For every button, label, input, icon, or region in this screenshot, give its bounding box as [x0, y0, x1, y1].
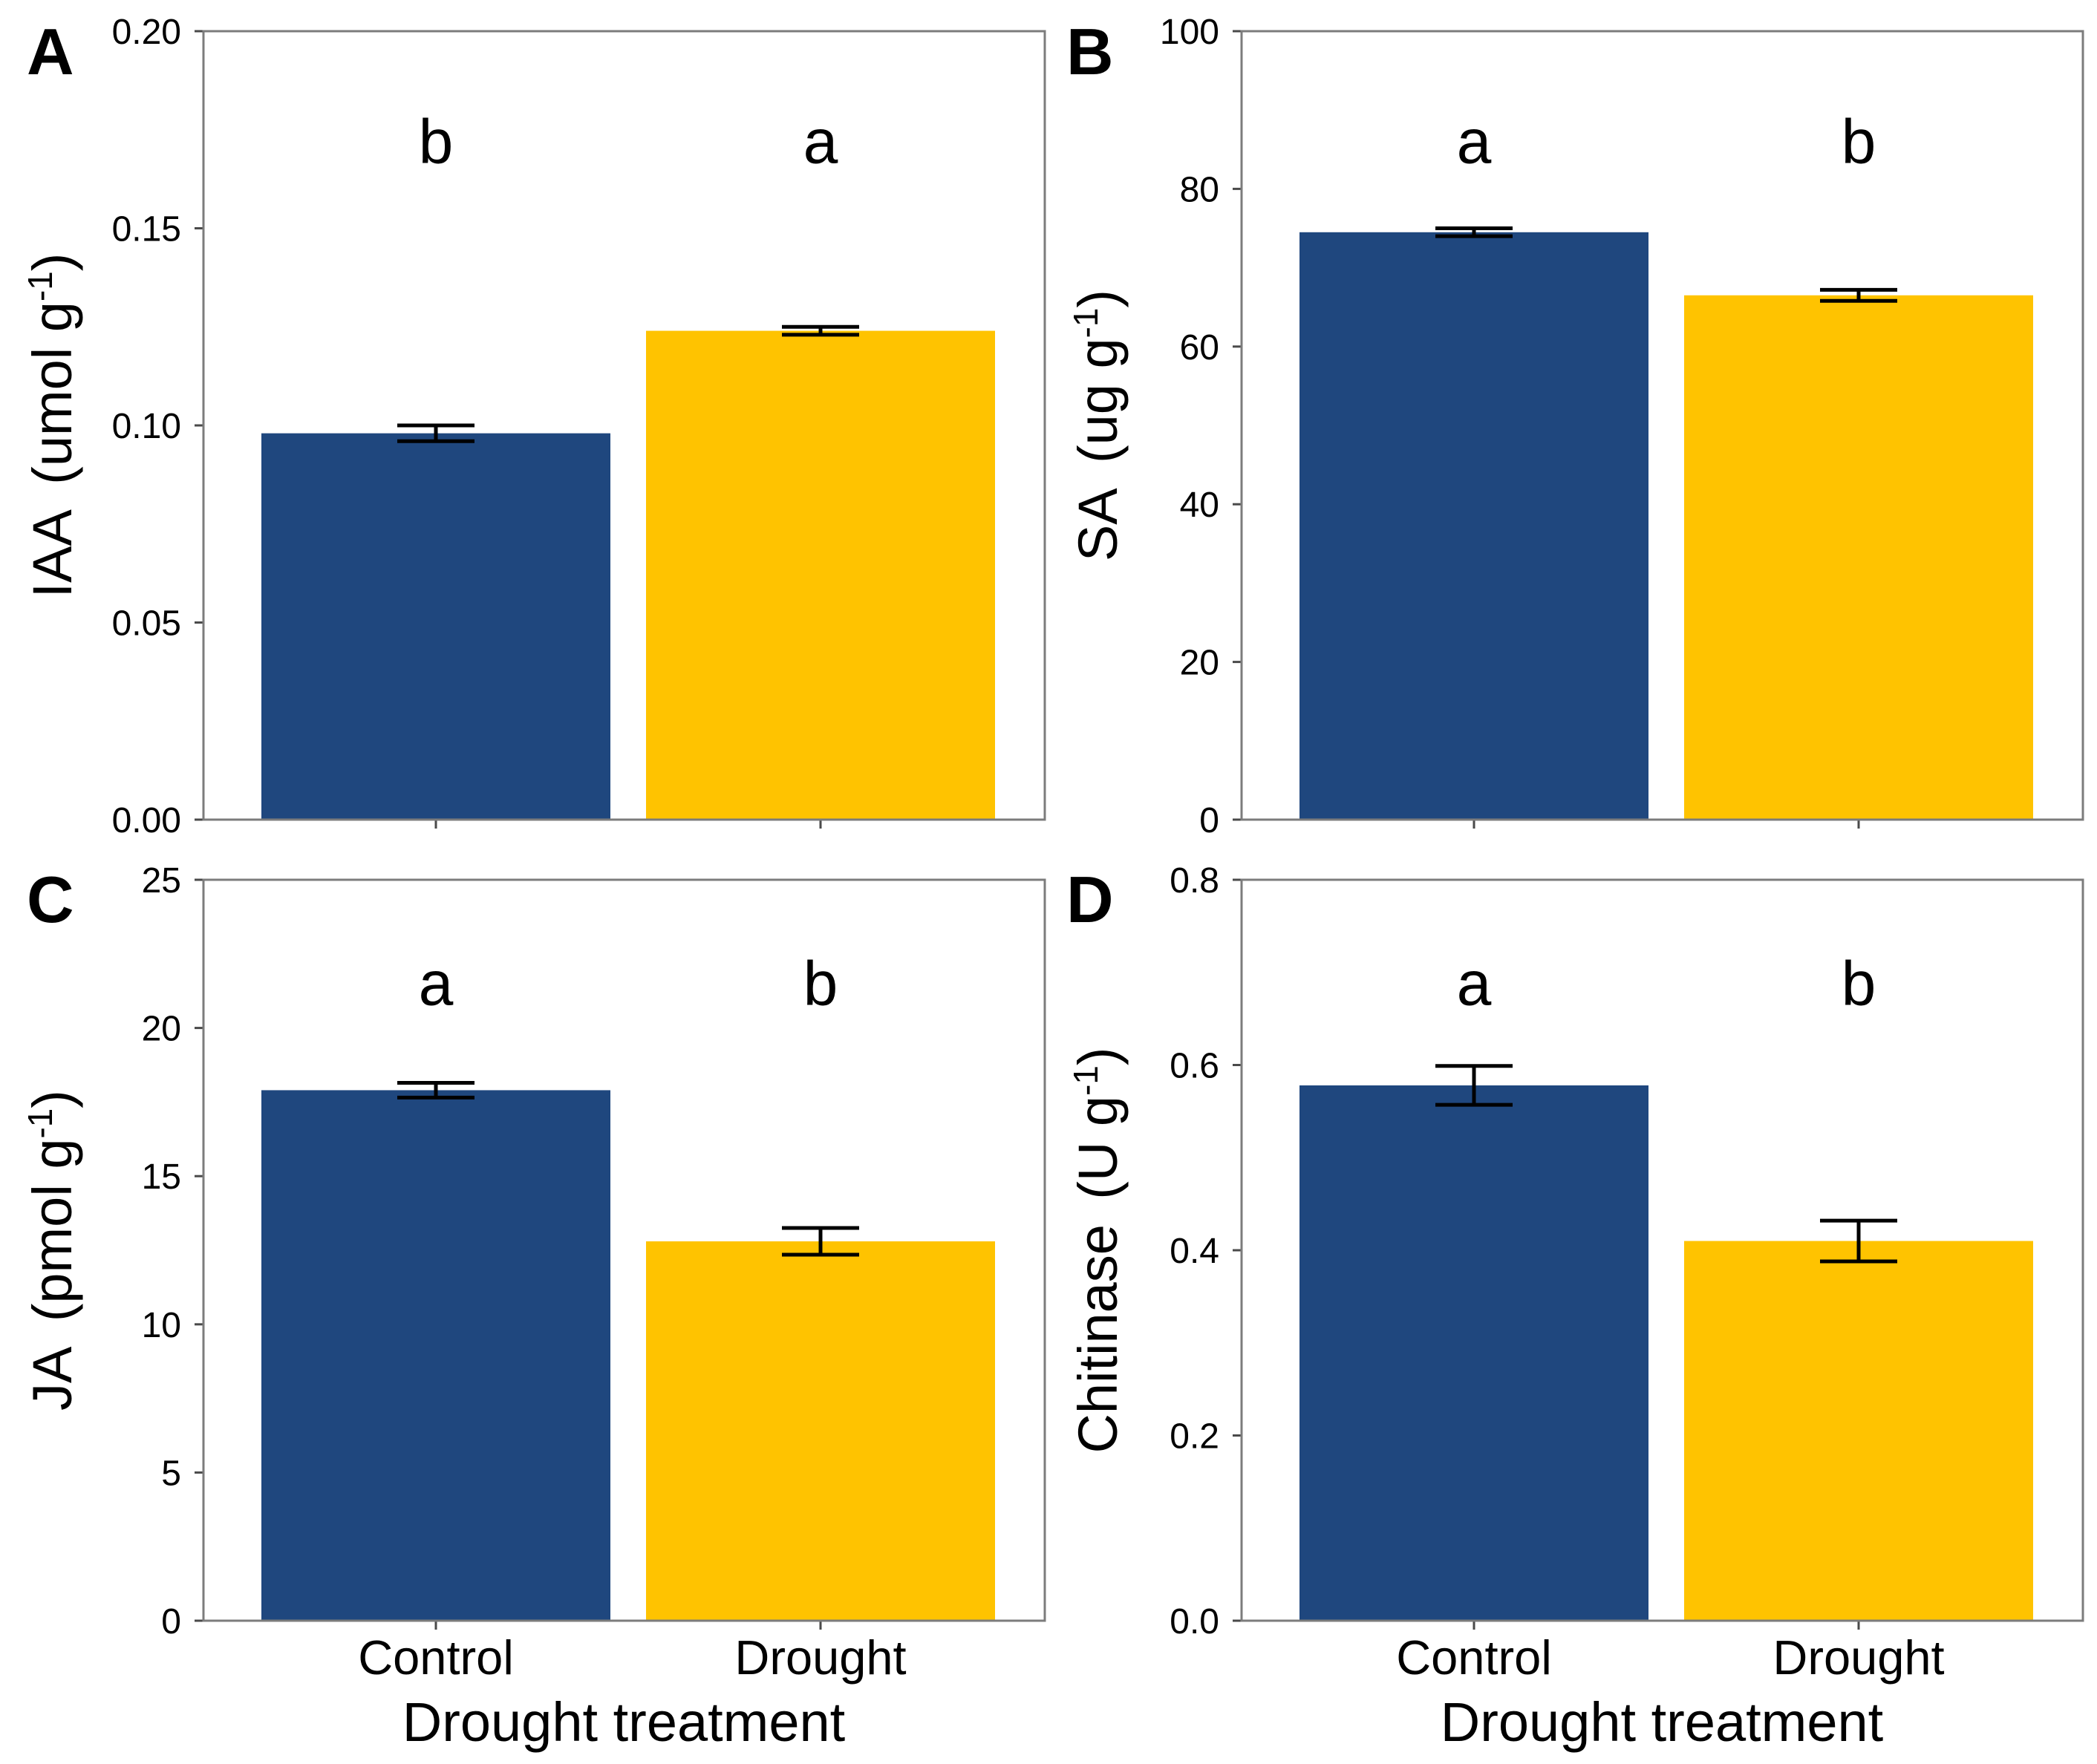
x-tick-label: Control	[358, 1630, 514, 1685]
y-tick-label: 40	[1180, 486, 1219, 525]
panel-letter-c: C	[27, 863, 74, 936]
y-tick-label: 0	[161, 1602, 181, 1642]
bar-drought	[1684, 295, 2033, 820]
significance-letter: a	[419, 949, 454, 1019]
x-tick-label: Drought	[1772, 1630, 1944, 1685]
y-tick-label: 0.15	[112, 210, 181, 249]
y-tick-label: 10	[142, 1306, 181, 1345]
y-tick-label: 0.8	[1170, 861, 1219, 901]
significance-letter: b	[803, 949, 838, 1019]
panel-letter-d: D	[1066, 863, 1114, 936]
x-tick-label: Drought	[734, 1630, 906, 1685]
y-tick-label: 15	[142, 1157, 181, 1197]
bar-control	[261, 1090, 610, 1621]
y-tick-label: 0.20	[112, 13, 181, 52]
y-tick-label: 5	[161, 1454, 181, 1493]
y-tick-label: 80	[1180, 170, 1219, 209]
y-tick-label: 20	[1180, 644, 1219, 683]
y-tick-label: 0.10	[112, 407, 181, 446]
plot-frame	[202, 30, 1046, 821]
y-tick-label: 100	[1160, 13, 1219, 52]
significance-letter: a	[803, 107, 838, 177]
significance-letter: b	[1842, 107, 1876, 177]
plot-area-sa: 0 20 40 60 80 100 a b	[1160, 13, 2084, 840]
x-tick-label: Control	[1396, 1630, 1552, 1685]
plot-frame	[1240, 878, 2084, 1622]
plot-frame	[202, 878, 1046, 1622]
bar-drought	[646, 1241, 995, 1621]
y-tick-label: 60	[1180, 328, 1219, 368]
x-axis-title-left: Drought treatment	[402, 1691, 846, 1753]
y-tick-label: 20	[142, 1010, 181, 1049]
y-tick-label: 0.4	[1170, 1232, 1219, 1271]
panel-letter-b: B	[1066, 15, 1114, 88]
plot-area-ja: 0 5 10 15 20 25 a Control b Drought	[142, 861, 1046, 1685]
significance-letter: a	[1457, 949, 1492, 1019]
y-tick-label: 0.6	[1170, 1047, 1219, 1086]
x-axis-title-right: Drought treatment	[1440, 1691, 1884, 1753]
y-tick-label: 25	[142, 861, 181, 901]
bar-drought	[1684, 1241, 2033, 1621]
y-tick-label: 0	[1199, 801, 1219, 840]
significance-letter: b	[419, 107, 454, 177]
bar-control	[261, 433, 610, 820]
panel-letter-a: A	[27, 15, 74, 88]
plot-area-iaa: 0.00 0.05 0.10 0.15 0.20 b a	[112, 13, 1046, 840]
y-tick-label: 0.2	[1170, 1417, 1219, 1457]
bar-control	[1299, 1085, 1648, 1621]
bar-drought	[646, 330, 995, 820]
significance-letter: b	[1842, 949, 1876, 1019]
plot-area-chitinase: 0.0 0.2 0.4 0.6 0.8 a Control b Drought	[1170, 861, 2084, 1685]
bar-control	[1299, 232, 1648, 820]
plot-frame	[1240, 30, 2084, 821]
significance-letter: a	[1457, 107, 1492, 177]
y-tick-label: 0.05	[112, 604, 181, 644]
y-tick-label: 0.0	[1170, 1602, 1219, 1642]
y-tick-label: 0.00	[112, 801, 181, 840]
